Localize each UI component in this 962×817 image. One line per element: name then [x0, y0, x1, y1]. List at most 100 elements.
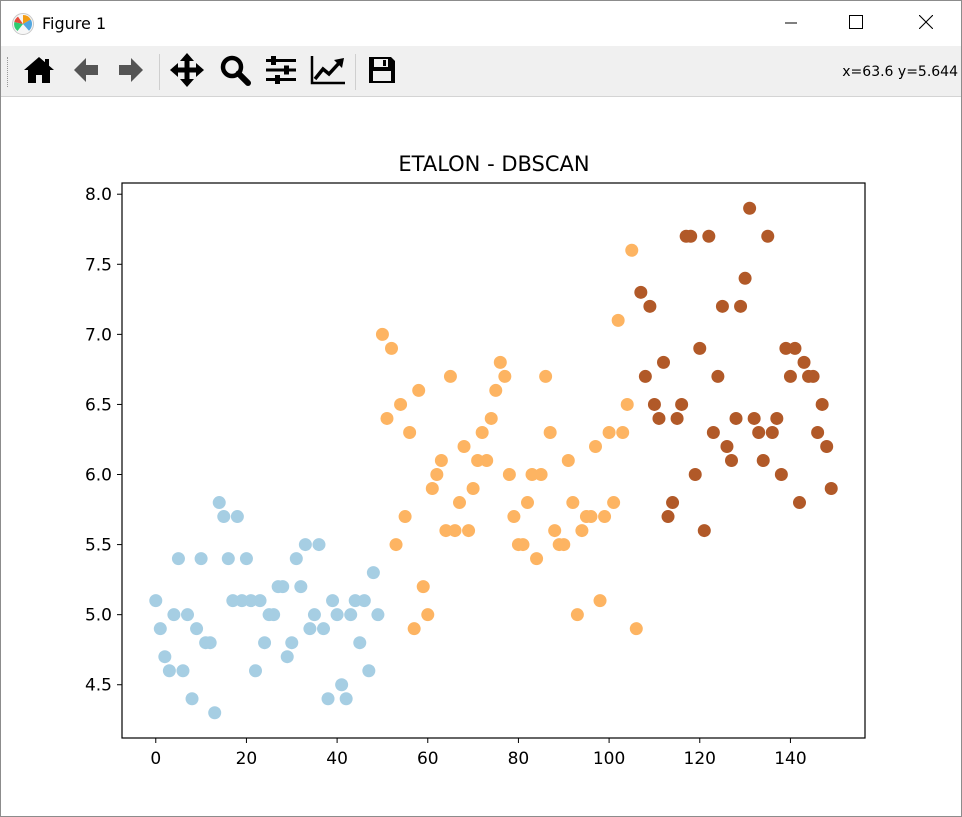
x-tick-label: 120 — [684, 749, 716, 769]
home-button[interactable] — [19, 54, 59, 90]
minimize-button[interactable] — [761, 1, 821, 46]
data-point — [770, 411, 784, 425]
cursor-coordinates: x=63.6 y=5.644 — [842, 64, 958, 80]
data-point — [244, 594, 258, 608]
data-point — [520, 496, 534, 510]
data-point — [489, 383, 503, 397]
zoom-icon — [219, 54, 251, 90]
data-point — [357, 594, 371, 608]
data-point — [258, 636, 272, 650]
data-point — [575, 524, 589, 538]
data-point — [194, 552, 208, 566]
data-point — [375, 327, 389, 341]
forward-button[interactable] — [111, 54, 151, 90]
data-point — [176, 664, 190, 678]
data-point — [475, 425, 489, 439]
data-point — [394, 397, 408, 411]
data-point — [335, 678, 349, 692]
navigation-toolbar: x=63.6 y=5.644 — [1, 46, 961, 97]
data-point — [743, 201, 757, 215]
y-tick-label: 6.0 — [85, 466, 112, 486]
data-point — [602, 425, 616, 439]
data-point — [167, 608, 181, 622]
x-tick-label: 140 — [774, 749, 806, 769]
data-point — [638, 369, 652, 383]
data-point — [457, 439, 471, 453]
x-tick-label: 80 — [508, 749, 530, 769]
figure-canvas[interactable]: ETALON - DBSCAN 0 20 40 60 80 100 120 140 4.5 5.0… — [1, 97, 961, 816]
data-point — [416, 580, 430, 594]
arrow-left-icon — [71, 55, 101, 89]
data-point — [221, 552, 235, 566]
minimize-icon — [785, 14, 797, 33]
data-point — [534, 468, 548, 482]
data-point — [729, 411, 743, 425]
back-button[interactable] — [66, 54, 106, 90]
data-point — [588, 439, 602, 453]
data-point — [643, 299, 657, 313]
data-point — [230, 510, 244, 524]
subplots-button[interactable] — [261, 54, 301, 90]
data-point — [407, 622, 421, 636]
data-point — [181, 608, 195, 622]
data-point — [815, 397, 829, 411]
data-point — [353, 636, 367, 650]
y-tick-label: 6.5 — [85, 395, 112, 415]
data-point — [425, 482, 439, 496]
data-point — [792, 496, 806, 510]
close-button[interactable] — [896, 1, 956, 46]
data-point — [498, 369, 512, 383]
data-point — [629, 622, 643, 636]
data-point — [162, 664, 176, 678]
data-point — [389, 538, 403, 552]
data-point — [448, 524, 462, 538]
data-point — [185, 692, 199, 706]
data-point — [253, 594, 267, 608]
data-point — [684, 229, 698, 243]
x-tick-label: 40 — [326, 749, 348, 769]
maximize-button[interactable] — [826, 1, 886, 46]
data-point — [548, 524, 562, 538]
data-point — [462, 524, 476, 538]
window-title: Figure 1 — [42, 14, 107, 33]
data-point — [430, 468, 444, 482]
data-point — [330, 608, 344, 622]
data-point — [634, 285, 648, 299]
data-point — [593, 594, 607, 608]
maximize-icon — [849, 14, 863, 33]
x-tick-label: 60 — [417, 749, 439, 769]
data-point — [190, 622, 204, 636]
data-point — [711, 369, 725, 383]
y-tick-label: 4.5 — [85, 676, 112, 696]
data-point — [249, 664, 263, 678]
data-point — [289, 552, 303, 566]
data-point — [321, 692, 335, 706]
toolbar-separator — [159, 54, 160, 90]
data-point — [566, 496, 580, 510]
data-point — [647, 397, 661, 411]
y-tick-label: 8.0 — [85, 185, 112, 205]
arrow-right-icon — [116, 55, 146, 89]
data-point — [611, 313, 625, 327]
zoom-button[interactable] — [215, 54, 255, 90]
data-point — [303, 622, 317, 636]
data-point — [607, 496, 621, 510]
home-icon — [23, 55, 55, 89]
pan-button[interactable] — [167, 53, 207, 90]
save-button[interactable] — [362, 54, 402, 90]
data-point — [720, 439, 734, 453]
data-point — [734, 299, 748, 313]
data-point — [403, 425, 417, 439]
line-chart-icon — [310, 55, 346, 89]
y-tick-label: 7.5 — [85, 255, 112, 275]
y-tick-label: 7.0 — [85, 325, 112, 345]
data-point — [824, 482, 838, 496]
data-point — [765, 425, 779, 439]
data-point — [380, 411, 394, 425]
data-point — [598, 510, 612, 524]
customize-button[interactable] — [308, 54, 348, 90]
data-point — [715, 299, 729, 313]
data-point — [434, 454, 448, 467]
x-tick-label: 0 — [150, 749, 161, 769]
data-point — [398, 510, 412, 524]
